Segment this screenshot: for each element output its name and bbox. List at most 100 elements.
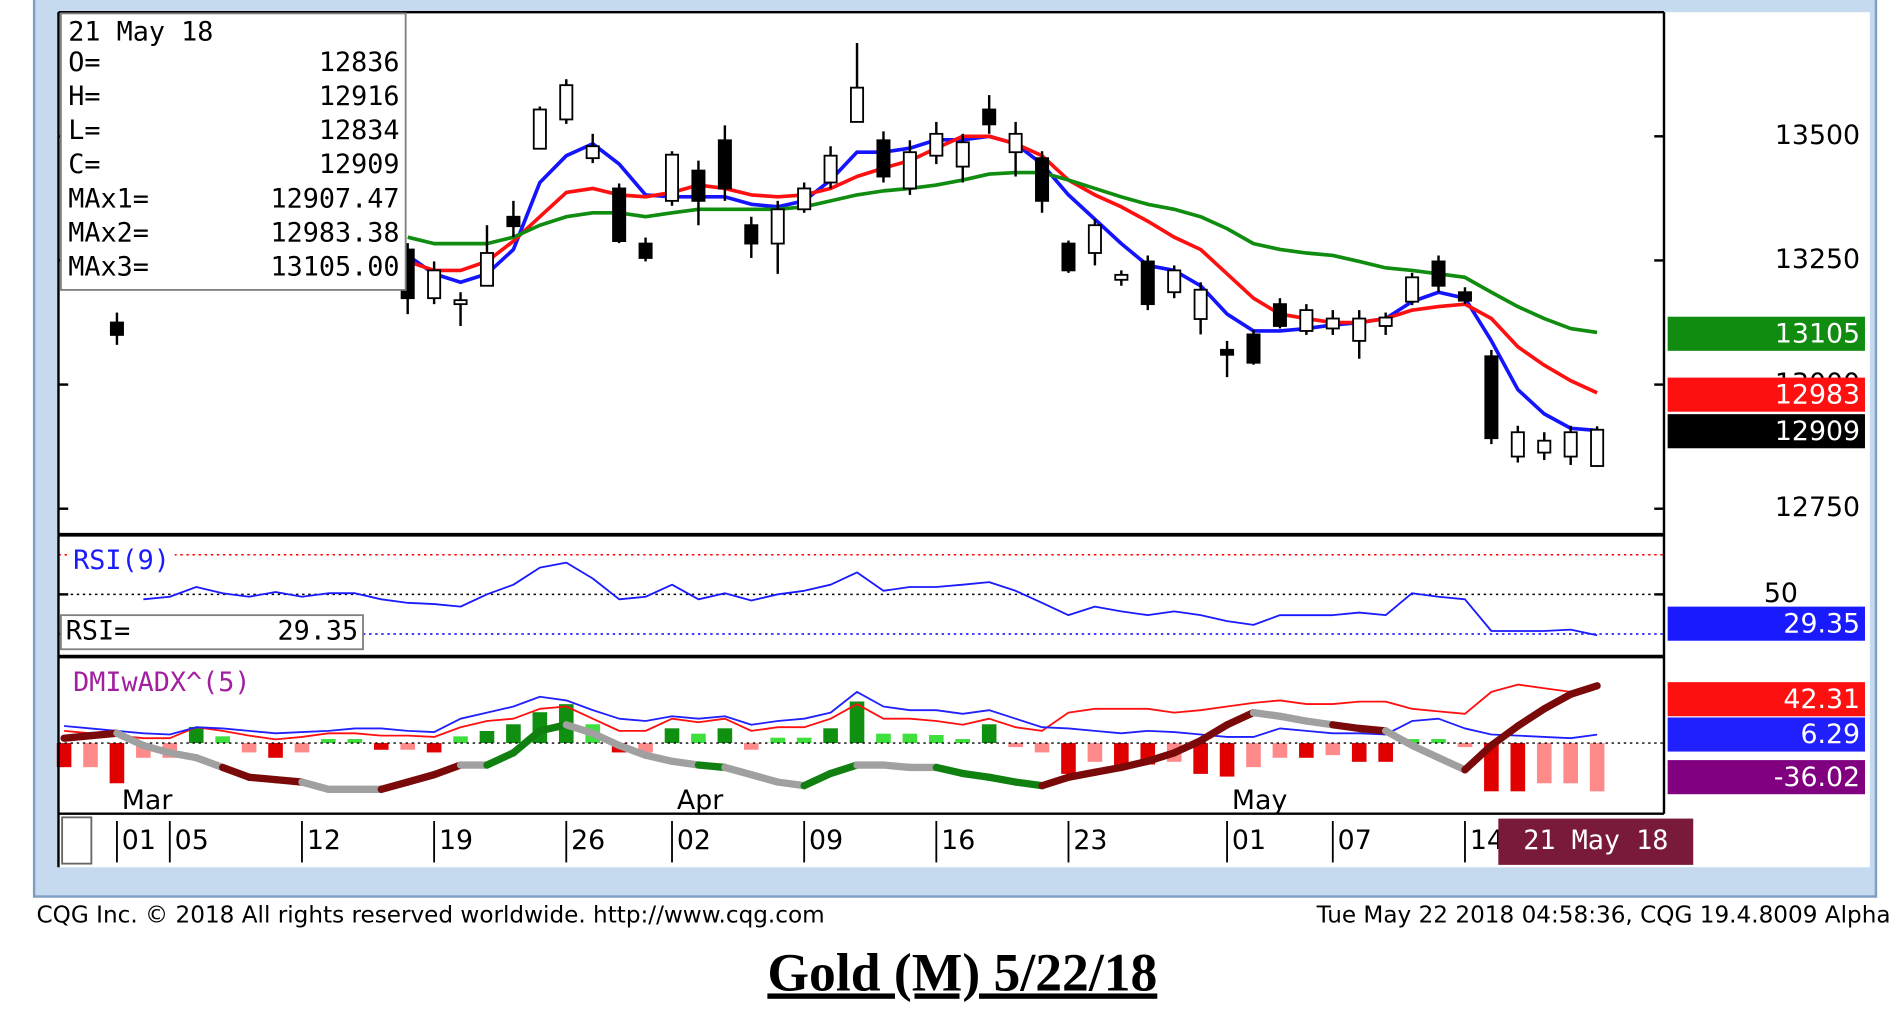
- adx-segment: [536, 721, 570, 735]
- x-tick-label: 14: [1470, 825, 1504, 856]
- rsi-box-value: 29.35: [278, 616, 359, 647]
- candle-body: [585, 145, 600, 160]
- value-badge: [1667, 316, 1865, 351]
- candle-body: [1220, 348, 1235, 356]
- candle-body: [1457, 291, 1472, 302]
- histogram-bar: [1272, 743, 1288, 758]
- x-tick-label: 09: [809, 825, 843, 856]
- candle-body: [1008, 132, 1023, 154]
- adx-segment: [985, 773, 1020, 786]
- adx-segment: [166, 749, 200, 762]
- info-value: 12834: [319, 115, 400, 146]
- candle-body: [532, 108, 547, 150]
- adx-segment: [377, 778, 412, 793]
- candle-body: [1563, 431, 1578, 458]
- histogram-bar: [1510, 743, 1526, 792]
- value-badge-label: 12983: [1775, 379, 1860, 410]
- histogram-bar: [479, 730, 495, 744]
- adx-segment: [139, 741, 174, 757]
- histogram-bar: [796, 737, 812, 744]
- adx-segment: [1223, 708, 1258, 729]
- adx-segment: [1567, 682, 1601, 698]
- x-tick-label: 16: [941, 825, 975, 856]
- candle-body: [955, 141, 970, 168]
- histogram-bar: [241, 743, 257, 753]
- info-date: 21 May 18: [68, 16, 213, 47]
- adx-segment: [1355, 724, 1390, 735]
- histogram-bar: [902, 733, 918, 744]
- adx-segment: [86, 729, 121, 740]
- candle-body: [744, 224, 759, 245]
- adx-segment: [1514, 705, 1548, 730]
- adx-segment: [1302, 717, 1337, 729]
- value-badge-label: 29.35: [1783, 608, 1860, 639]
- histogram-bar: [347, 739, 363, 744]
- adx-segment: [1249, 708, 1284, 720]
- histogram-bar: [1563, 743, 1578, 784]
- value-badge-label: -36.02: [1774, 762, 1860, 793]
- info-box: [59, 12, 407, 291]
- histogram-bar: [426, 743, 442, 753]
- candle-body: [506, 215, 521, 228]
- histogram-bar: [321, 739, 336, 744]
- candle-body: [559, 84, 574, 121]
- caption: Gold (M) 5/22/18: [767, 942, 1157, 1002]
- adx-segment: [219, 763, 253, 781]
- candle-body: [1272, 303, 1287, 327]
- adx-segment: [1276, 712, 1311, 725]
- histogram-bar: [1193, 743, 1208, 774]
- histogram-bar: [1034, 743, 1050, 753]
- series-line: [143, 561, 1598, 637]
- info-label: C=: [68, 149, 100, 180]
- adx-segment: [113, 729, 148, 750]
- candle-body: [982, 108, 997, 126]
- adx-segment: [1329, 721, 1363, 733]
- histogram-bar: [453, 736, 468, 744]
- adx-segment: [1434, 754, 1469, 774]
- histogram-bar: [83, 743, 98, 768]
- info-label: MAx3=: [68, 251, 149, 282]
- adx-segment: [959, 769, 993, 781]
- candle-body: [1061, 242, 1076, 272]
- x-tick-label: 01: [122, 825, 156, 856]
- histogram-bar: [849, 701, 865, 744]
- adx-segment: [60, 732, 95, 742]
- x-tick-label: 07: [1338, 825, 1372, 856]
- adx-segment: [1170, 736, 1205, 757]
- adx-segment: [562, 721, 597, 737]
- cursor-date: 21 May 18: [1523, 825, 1668, 856]
- adx-segment: [641, 751, 676, 765]
- candle-body: [717, 139, 732, 190]
- histogram-bar: [1431, 739, 1446, 744]
- series-line: [407, 170, 1598, 335]
- series-line: [63, 683, 1598, 741]
- candle-body: [1087, 224, 1102, 254]
- month-label: Mar: [122, 785, 174, 816]
- candle-body: [1246, 333, 1261, 364]
- adx-segment: [774, 778, 808, 790]
- value-badge-label: 42.31: [1783, 684, 1860, 715]
- candle-body: [850, 86, 865, 123]
- info-value: 13105.00: [271, 251, 400, 282]
- histogram-bar: [1404, 739, 1420, 744]
- histogram-bar: [1246, 743, 1261, 768]
- adx-segment: [1408, 741, 1443, 762]
- histogram-bar: [268, 743, 283, 758]
- candle-body: [823, 154, 838, 184]
- adx-segment: [1382, 727, 1416, 750]
- cursor-date-box: [1498, 818, 1694, 865]
- histogram-bar: [1061, 743, 1076, 774]
- footer-right: Tue May 22 2018 04:58:36, CQG 19.4.8009 …: [1316, 903, 1891, 929]
- info-value: 12836: [319, 47, 400, 78]
- info-label: L=: [68, 115, 100, 146]
- candle-body: [1193, 288, 1208, 320]
- y-tick-label: 12750: [1775, 492, 1860, 523]
- info-value: 12909: [319, 149, 400, 180]
- info-value: 12983.38: [271, 217, 400, 248]
- x-tick-label: 05: [175, 825, 209, 856]
- candle-body: [1114, 273, 1129, 281]
- candle-body: [427, 269, 442, 300]
- adx-segment: [1117, 757, 1152, 772]
- panel-title: RSI(9): [73, 545, 170, 576]
- series-line: [63, 690, 1598, 740]
